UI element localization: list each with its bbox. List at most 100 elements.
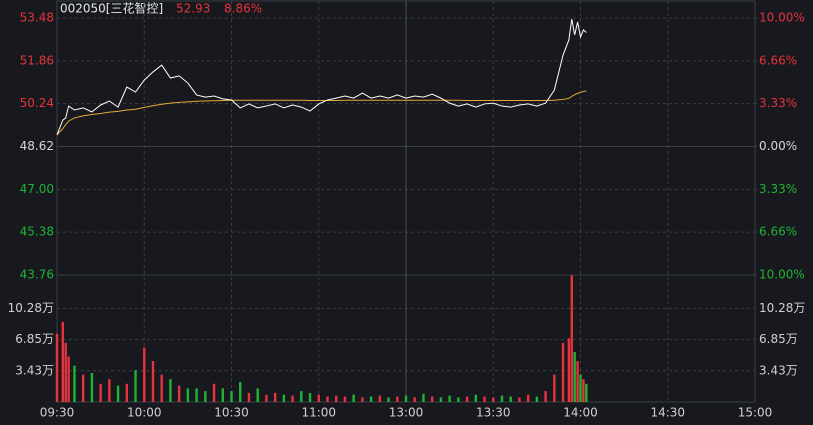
volume-bar — [544, 391, 547, 402]
y2-tick-label: 10.00% — [759, 268, 805, 282]
volume-bar — [465, 396, 469, 402]
volume-bar — [90, 372, 94, 402]
volume-bar — [169, 379, 172, 402]
volume-bar — [582, 379, 585, 402]
volume-bar — [576, 361, 579, 402]
volume-bar — [343, 396, 347, 402]
volume-bar — [570, 275, 573, 402]
volume-bar — [125, 383, 128, 402]
volume-bar — [561, 342, 565, 402]
volume-bar — [378, 395, 382, 402]
volume-bar — [177, 385, 181, 402]
x-tick-label: 10:30 — [214, 406, 249, 420]
volume-bar — [204, 391, 207, 402]
volume-bar — [108, 379, 111, 402]
volume-bar — [474, 394, 477, 402]
volume-bar — [160, 374, 163, 402]
y2-tick-label: 3.33% — [759, 96, 797, 110]
y2-tick-label: 6.66% — [759, 225, 797, 239]
volume-bar — [282, 394, 286, 402]
volume-bar — [212, 383, 216, 402]
volume-bar — [300, 391, 303, 402]
volume-bar — [483, 396, 486, 402]
volume-bar — [64, 342, 67, 402]
volume-bar — [396, 396, 399, 402]
y-tick-label: 51.86 — [20, 53, 54, 67]
volume-tick-label: 6.85万 — [15, 332, 54, 346]
volume-tick-label: 10.28万 — [759, 301, 805, 315]
volume-tick-label: 3.43万 — [759, 363, 798, 377]
volume-bar — [186, 388, 190, 402]
volume-bar — [387, 397, 390, 402]
volume-bar — [457, 397, 460, 402]
volume-bar — [326, 396, 329, 402]
volume-bar — [404, 395, 408, 402]
volume-bar — [273, 392, 277, 402]
y2-tick-label: 0.00% — [759, 139, 797, 153]
volume-bar — [230, 391, 233, 402]
volume-bar — [308, 392, 312, 402]
volume-bar — [413, 397, 416, 402]
volume-tick-label: 3.43万 — [15, 363, 54, 377]
y-tick-label: 47.00 — [20, 182, 54, 196]
volume-bar — [99, 383, 102, 402]
x-tick-label: 15:00 — [738, 406, 773, 420]
volume-bar — [317, 394, 320, 402]
volume-tick-label: 10.28万 — [8, 301, 54, 315]
volume-bar — [55, 333, 59, 402]
volume-bar — [500, 395, 504, 402]
volume-bar — [567, 338, 571, 402]
volume-bar — [67, 356, 70, 402]
x-tick-label: 14:30 — [650, 406, 685, 420]
volume-bar — [509, 396, 512, 402]
volume-bar — [256, 388, 259, 402]
volume-bar — [526, 394, 530, 402]
volume-bar — [116, 385, 120, 402]
volume-bar — [247, 392, 251, 402]
volume-bar — [291, 395, 294, 402]
volume-bar — [585, 383, 588, 402]
volume-tick-label: 6.85万 — [759, 332, 798, 346]
volume-bar — [151, 361, 155, 402]
volume-bar — [448, 395, 451, 402]
volume-bar — [369, 396, 373, 402]
y-tick-label: 50.24 — [20, 96, 54, 110]
volume-bar — [81, 374, 85, 402]
volume-bar — [61, 321, 65, 402]
x-tick-label: 14:00 — [563, 406, 598, 420]
y-tick-label: 53.48 — [20, 11, 54, 25]
volume-bar — [422, 393, 425, 402]
latest-change: 8.86% — [224, 2, 262, 16]
y2-tick-label: 10.00% — [759, 11, 805, 25]
volume-bar — [492, 397, 495, 402]
y2-tick-label: 3.33% — [759, 182, 797, 196]
volume-bar — [221, 388, 224, 402]
x-tick-label: 13:00 — [389, 406, 424, 420]
volume-bar — [335, 395, 338, 402]
volume-bar — [439, 397, 443, 402]
volume-bar — [239, 381, 242, 402]
y-tick-label: 48.62 — [20, 139, 54, 153]
volume-bar — [195, 388, 198, 402]
volume-bar — [579, 374, 582, 402]
average-line — [56, 90, 587, 136]
latest-price: 52.93 — [176, 2, 210, 16]
x-tick-label: 10:00 — [127, 406, 162, 420]
volume-bar — [430, 396, 434, 402]
y-tick-label: 45.38 — [20, 225, 54, 239]
x-tick-label: 09:30 — [40, 406, 75, 420]
volume-bar — [535, 396, 539, 402]
chart-title: 002050[三花智控] — [60, 1, 163, 16]
x-tick-label: 13:30 — [476, 406, 511, 420]
volume-bar — [361, 397, 364, 402]
x-tick-label: 11:00 — [301, 406, 336, 420]
volume-bar — [518, 397, 521, 402]
volume-bar — [143, 347, 146, 402]
volume-bar — [553, 374, 556, 402]
volume-bar — [134, 370, 137, 402]
volume-bar — [265, 394, 268, 402]
price-line — [56, 18, 587, 136]
volume-bar — [73, 365, 76, 402]
volume-bar — [352, 394, 355, 402]
y2-tick-label: 6.66% — [759, 53, 797, 67]
